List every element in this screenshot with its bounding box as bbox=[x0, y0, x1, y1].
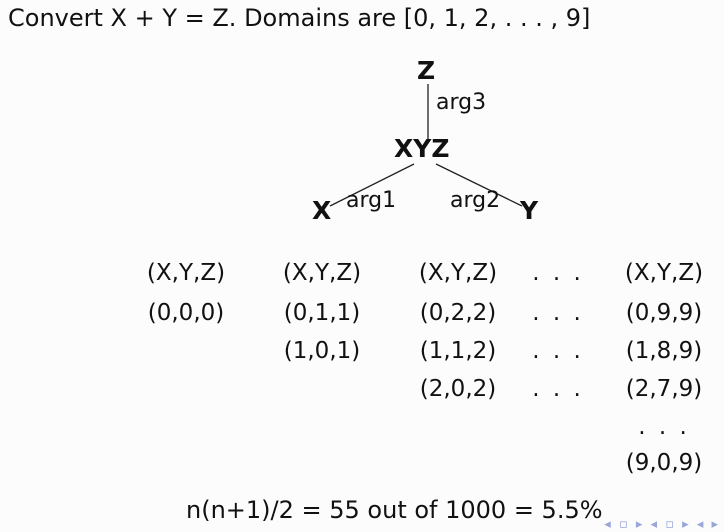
column-1-cell-1: (0,0,0) bbox=[147, 300, 225, 326]
node-x: X bbox=[312, 196, 332, 225]
node-xyz: XYZ bbox=[394, 134, 450, 163]
ellipsis-header: . . . bbox=[532, 260, 584, 286]
column-2-cell-1: (0,1,1) bbox=[283, 300, 361, 326]
column-4-cell-2: (1,8,9) bbox=[625, 338, 703, 364]
node-z: Z bbox=[417, 56, 436, 85]
ellipsis-row-2: . . . bbox=[532, 338, 584, 364]
beamer-navigation-icons[interactable]: ◂ ▫ ▸ ◂ ▫ ▸ ◂ ▸ bbox=[604, 517, 720, 532]
column-4-cell-4: (9,0,9) bbox=[625, 450, 703, 476]
column-4-cell-3: (2,7,9) bbox=[625, 376, 703, 402]
edge-label-arg1: arg1 bbox=[346, 188, 397, 213]
edge-arg2 bbox=[435, 163, 523, 207]
column-3-header: (X,Y,Z) bbox=[418, 260, 498, 286]
column-4-ellipsis: . . . bbox=[638, 414, 690, 440]
column-2-cell-2: (1,0,1) bbox=[283, 338, 361, 364]
slide-title: Convert X + Y = Z. Domains are [0, 1, 2,… bbox=[8, 4, 591, 32]
edge-arg1 bbox=[329, 163, 415, 207]
column-4-header: (X,Y,Z) bbox=[624, 260, 704, 286]
combination-formula: n(n+1)/2 = 55 out of 1000 = 5.5% bbox=[186, 496, 603, 524]
column-2-header: (X,Y,Z) bbox=[282, 260, 362, 286]
node-y: Y bbox=[520, 196, 539, 225]
ellipsis-row-3: . . . bbox=[532, 376, 584, 402]
ellipsis-row-1: . . . bbox=[532, 300, 584, 326]
edge-label-arg3: arg3 bbox=[436, 90, 487, 115]
edge-label-arg2: arg2 bbox=[450, 188, 501, 213]
column-1-header: (X,Y,Z) bbox=[146, 260, 226, 286]
column-3-cell-1: (0,2,2) bbox=[419, 300, 497, 326]
column-4-cell-1: (0,9,9) bbox=[625, 300, 703, 326]
column-3-cell-2: (1,1,2) bbox=[419, 338, 497, 364]
column-3-cell-3: (2,0,2) bbox=[419, 376, 497, 402]
